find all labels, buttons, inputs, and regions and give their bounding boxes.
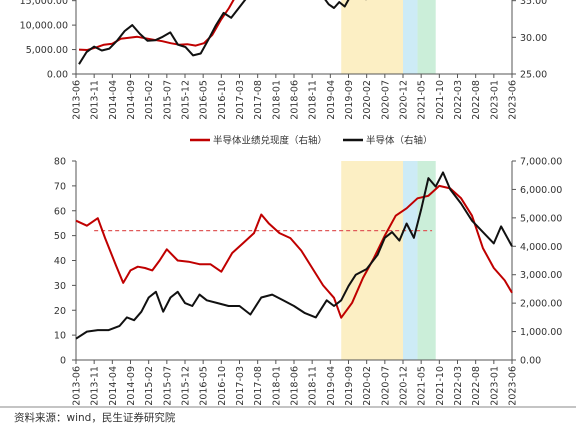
top-x-tick-label: 2023-01 bbox=[489, 80, 500, 120]
bottom-x-tick-label: 2022-03 bbox=[453, 366, 464, 406]
top-x-tick-label: 2013-11 bbox=[90, 80, 101, 120]
series-line-performance bbox=[75, 184, 513, 319]
bottom-x-tick-label: 2015-02 bbox=[144, 366, 155, 406]
top-x-tick-label: 2013-06 bbox=[72, 80, 83, 120]
top-series-line-0 bbox=[78, 0, 235, 51]
bottom-left-tick-label: 60 bbox=[54, 206, 66, 217]
bottom-left-tick-label: 30 bbox=[54, 281, 66, 292]
bottom-x-tick-label: 2022-08 bbox=[471, 366, 482, 406]
bottom-right-tick-label: 2,000.00 bbox=[520, 299, 562, 310]
top-x-tick-label: 2018-06 bbox=[290, 80, 301, 120]
top-right-tick-label: 30.00 bbox=[520, 33, 547, 44]
bottom-left-tick-label: 80 bbox=[54, 157, 66, 168]
top-x-tick-label: 2019-04 bbox=[326, 80, 337, 120]
bottom-x-tick-label: 2017-08 bbox=[253, 366, 264, 406]
top-x-tick-label: 2016-10 bbox=[217, 80, 228, 120]
bottom-x-tick-label: 2020-02 bbox=[362, 366, 373, 406]
top-left-tick-label: 10,000.00 bbox=[20, 21, 68, 32]
bottom-right-tick-label: 0.00 bbox=[520, 356, 541, 367]
top-x-tick-label: 2016-05 bbox=[199, 80, 210, 120]
bottom-left-tick-label: 40 bbox=[54, 256, 66, 267]
bottom-x-tick-label: 2019-09 bbox=[344, 366, 355, 406]
top-shade-band-yellow bbox=[341, 0, 403, 74]
top-series-line-2 bbox=[324, 0, 367, 9]
bottom-left-tick-label: 50 bbox=[54, 231, 66, 242]
bottom-right-tick-label: 1,000.00 bbox=[520, 327, 562, 338]
bottom-right-tick-label: 6,000.00 bbox=[520, 185, 562, 196]
chart-svg: 0.00 5,000.00 10,000.00 15,000.00 25.00 30.00… bbox=[0, 0, 576, 408]
top-x-tick-label: 2022-03 bbox=[453, 80, 464, 120]
top-left-tick-label: 15,000.00 bbox=[20, 0, 68, 7]
top-left-tick-label: 0.00 bbox=[47, 70, 68, 81]
bottom-x-tick-label: 2015-07 bbox=[162, 366, 173, 406]
bottom-left-tick-label: 70 bbox=[54, 181, 66, 192]
legend-label-performance: 半导体业绩兑现度（右轴） bbox=[213, 135, 327, 147]
bottom-x-tick-label: 2018-06 bbox=[290, 366, 301, 406]
top-x-tick-label: 2020-12 bbox=[399, 80, 410, 120]
top-right-tick-label: 25.00 bbox=[520, 70, 547, 81]
top-x-tick-label: 2014-09 bbox=[126, 80, 137, 120]
top-x-tick-label: 2018-01 bbox=[271, 80, 282, 120]
series-line-semiconductor bbox=[75, 171, 513, 340]
bottom-x-tick-label: 2018-11 bbox=[308, 366, 319, 406]
top-shade-band-blue bbox=[403, 0, 418, 74]
top-series-line-1 bbox=[78, 0, 247, 65]
top-shade-band-green bbox=[417, 0, 436, 74]
top-x-tick-label: 2021-10 bbox=[435, 80, 446, 120]
bottom-x-tick-label: 2014-09 bbox=[126, 366, 137, 406]
bottom-x-tick-label: 2015-12 bbox=[181, 366, 192, 406]
bottom-right-tick-label: 5,000.00 bbox=[520, 213, 562, 224]
bottom-x-tick-label: 2016-10 bbox=[217, 366, 228, 406]
top-right-tick-label: 35.00 bbox=[520, 0, 547, 7]
bottom-x-tick-label: 2014-04 bbox=[108, 366, 119, 406]
top-x-tick-label: 2015-07 bbox=[162, 80, 173, 120]
bottom-right-tick-label: 3,000.00 bbox=[520, 270, 562, 281]
bottom-right-tick-label: 4,000.00 bbox=[520, 242, 562, 253]
bottom-shade-band-green bbox=[417, 161, 436, 360]
bottom-x-tick-label: 2013-11 bbox=[90, 366, 101, 406]
bottom-x-tick-label: 2017-03 bbox=[235, 366, 246, 406]
bottom-x-tick-label: 2023-06 bbox=[508, 366, 519, 406]
source-note: 资料来源：wind，民生证券研究院 bbox=[14, 412, 176, 424]
bottom-left-tick-label: 0 bbox=[60, 356, 66, 367]
bottom-left-tick-label: 20 bbox=[54, 306, 66, 317]
top-x-tick-label: 2015-02 bbox=[144, 80, 155, 120]
top-x-tick-label: 2020-07 bbox=[380, 80, 391, 120]
bottom-shade-band-blue bbox=[403, 161, 418, 360]
top-x-tick-label: 2021-05 bbox=[417, 80, 428, 120]
bottom-right-tick-label: 7,000.00 bbox=[520, 157, 562, 168]
top-x-tick-label: 2018-11 bbox=[308, 80, 319, 120]
bottom-x-tick-label: 2018-01 bbox=[271, 366, 282, 406]
top-x-tick-label: 2022-08 bbox=[471, 80, 482, 120]
top-x-tick-label: 2020-02 bbox=[362, 80, 373, 120]
top-x-tick-label: 2019-09 bbox=[344, 80, 355, 120]
bottom-x-tick-label: 2020-07 bbox=[380, 366, 391, 406]
top-x-tick-label: 2014-04 bbox=[108, 80, 119, 120]
top-x-tick-label: 2015-12 bbox=[181, 80, 192, 120]
bottom-x-tick-label: 2021-05 bbox=[417, 366, 428, 406]
bottom-x-tick-label: 2019-04 bbox=[326, 366, 337, 406]
top-x-tick-label: 2017-08 bbox=[253, 80, 264, 120]
bottom-x-tick-label: 2021-10 bbox=[435, 366, 446, 406]
bottom-x-tick-label: 2023-01 bbox=[489, 366, 500, 406]
top-left-tick-label: 5,000.00 bbox=[26, 45, 68, 56]
bottom-left-tick-label: 10 bbox=[54, 331, 66, 342]
top-x-tick-label: 2017-03 bbox=[235, 80, 246, 120]
bottom-x-tick-label: 2013-06 bbox=[72, 366, 83, 406]
top-x-tick-label: 2023-06 bbox=[508, 80, 519, 120]
bottom-x-tick-label: 2020-12 bbox=[399, 366, 410, 406]
legend-label-semiconductor: 半导体（右轴） bbox=[366, 135, 433, 147]
bottom-x-tick-label: 2016-05 bbox=[199, 366, 210, 406]
